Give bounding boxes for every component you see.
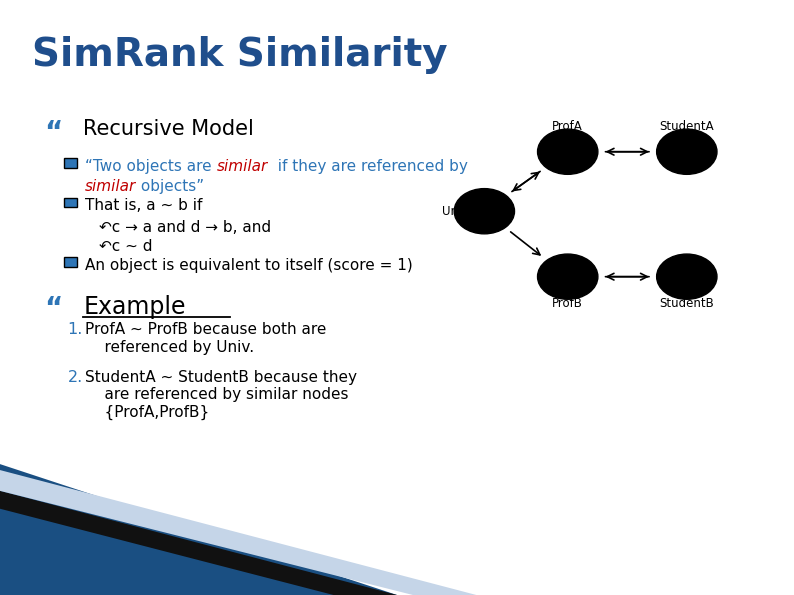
Text: StudentB: StudentB <box>660 297 714 310</box>
Text: ProfB: ProfB <box>553 297 583 310</box>
Text: ↶c ∼ d: ↶c ∼ d <box>99 239 152 254</box>
Circle shape <box>538 129 598 174</box>
FancyBboxPatch shape <box>64 198 77 207</box>
FancyBboxPatch shape <box>64 257 77 267</box>
Text: if they are referenced by: if they are referenced by <box>268 159 468 174</box>
Text: objects”: objects” <box>137 178 204 193</box>
Circle shape <box>538 254 598 299</box>
Text: “: “ <box>44 119 62 147</box>
Circle shape <box>657 129 717 174</box>
Text: “: “ <box>44 295 62 322</box>
Text: 1.: 1. <box>67 322 83 337</box>
Polygon shape <box>0 464 397 595</box>
Text: That is, a ∼ b if: That is, a ∼ b if <box>85 198 202 213</box>
Polygon shape <box>0 470 476 595</box>
Text: Recursive Model: Recursive Model <box>83 119 254 139</box>
Text: An object is equivalent to itself (score = 1): An object is equivalent to itself (score… <box>85 258 413 273</box>
Circle shape <box>657 254 717 299</box>
Text: StudentA ∼ StudentB because they
    are referenced by similar nodes
    {ProfA,: StudentA ∼ StudentB because they are ref… <box>85 370 357 420</box>
Text: 2.: 2. <box>67 370 83 385</box>
Text: ↶c → a and d → b, and: ↶c → a and d → b, and <box>99 220 272 235</box>
Text: similar: similar <box>85 178 137 193</box>
FancyBboxPatch shape <box>64 158 77 168</box>
Polygon shape <box>0 491 397 595</box>
Text: similar: similar <box>217 159 268 174</box>
Text: StudentA: StudentA <box>660 120 714 133</box>
Text: ProfA ∼ ProfB because both are
    referenced by Univ.: ProfA ∼ ProfB because both are reference… <box>85 322 326 355</box>
Text: SimRank Similarity: SimRank Similarity <box>32 36 447 74</box>
Text: Univ: Univ <box>442 205 468 218</box>
Text: “Two objects are: “Two objects are <box>85 159 217 174</box>
Text: Example: Example <box>83 295 186 318</box>
Circle shape <box>454 189 515 234</box>
Text: ProfA: ProfA <box>553 120 583 133</box>
